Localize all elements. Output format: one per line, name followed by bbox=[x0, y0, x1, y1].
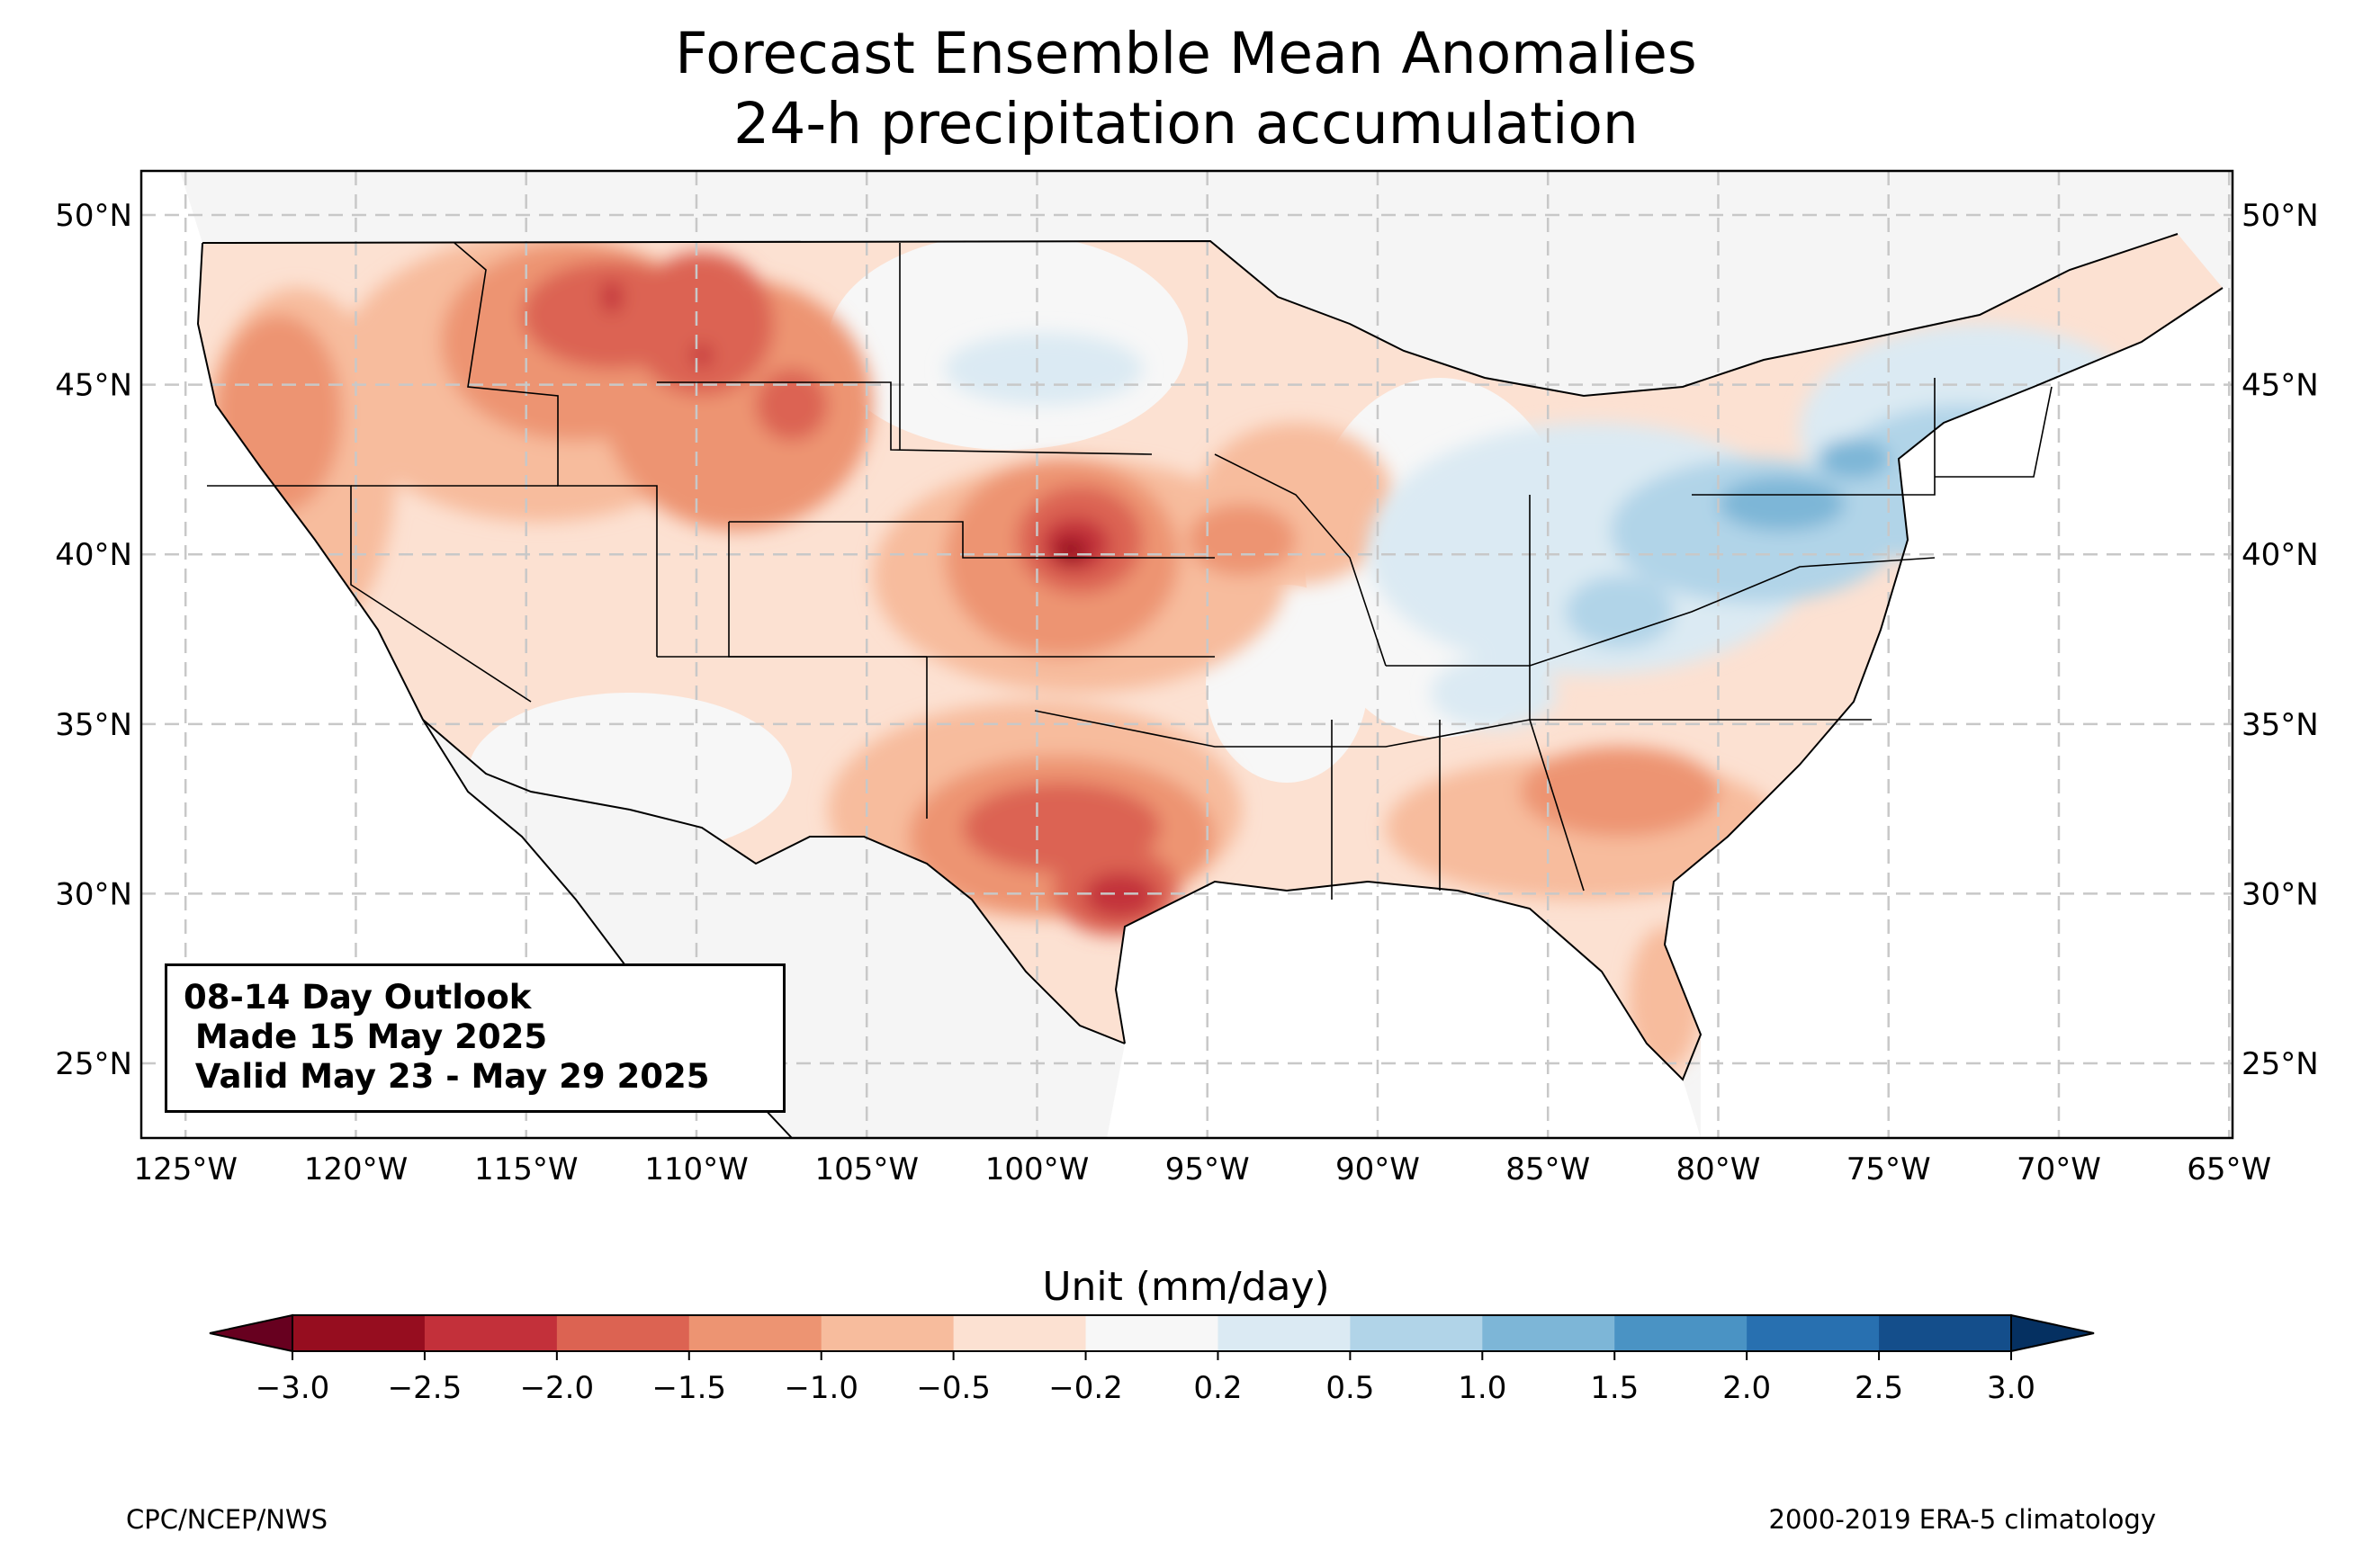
lon-tick-label: 105°W bbox=[814, 1151, 919, 1187]
colorbar-segment bbox=[1085, 1315, 1218, 1351]
colorbar-segment bbox=[1217, 1315, 1351, 1351]
colorbar-tick-label: 3.0 bbox=[1987, 1370, 2035, 1406]
lat-tick-label: 25°N bbox=[55, 1046, 132, 1082]
lat-tick-label: 45°N bbox=[2242, 368, 2319, 404]
latitude-labels-right: 25°N 30°N 35°N 40°N 45°N 50°N bbox=[2242, 198, 2319, 1082]
footer-climatology: 2000-2019 ERA-5 climatology bbox=[1768, 1504, 2156, 1535]
canada-land bbox=[141, 171, 2233, 396]
lon-tick-label: 110°W bbox=[644, 1151, 749, 1187]
latitude-labels-left: 25°N 30°N 35°N 40°N 45°N 50°N bbox=[55, 198, 132, 1082]
lat-tick-label: 50°N bbox=[55, 198, 132, 234]
lon-tick-label: 95°W bbox=[1165, 1151, 1250, 1187]
lon-tick-label: 125°W bbox=[133, 1151, 238, 1187]
colorbar-tick-label: −1.5 bbox=[651, 1370, 726, 1406]
colorbar-extend-low bbox=[209, 1313, 293, 1353]
colorbar-segment bbox=[1747, 1315, 1880, 1351]
lat-tick-label: 30°N bbox=[55, 876, 132, 912]
colorbar-segment bbox=[1350, 1315, 1483, 1351]
colorbar-frame bbox=[292, 1314, 2012, 1352]
map-subtitle: 24-h precipitation accumulation bbox=[733, 91, 1639, 157]
lat-tick-label: 45°N bbox=[55, 368, 132, 404]
lon-tick-label: 80°W bbox=[1676, 1151, 1761, 1187]
colorbar-segment bbox=[424, 1315, 558, 1351]
colorbar-segment bbox=[292, 1315, 426, 1351]
colorbar-tick-labels: −3.0 −2.5 −2.0 −1.5 −1.0 −0.5 −0.2 0.2 0.5 1.0 1.5… bbox=[256, 1351, 2035, 1406]
outlook-valid-range: Valid May 23 - May 29 2025 bbox=[184, 1057, 710, 1096]
map-frame bbox=[139, 169, 2234, 1140]
colorbar-extend-high bbox=[2010, 1313, 2095, 1353]
lat-tick-label: 35°N bbox=[55, 707, 132, 743]
colorbar-segment bbox=[953, 1315, 1087, 1351]
colorbar-segment bbox=[1482, 1315, 1615, 1351]
longitude-labels: 125°W 120°W 115°W 110°W 105°W 100°W 95°W 90°W 85… bbox=[133, 1151, 2271, 1187]
lon-tick-label: 70°W bbox=[2017, 1151, 2101, 1187]
colorbar-tick-label: 2.0 bbox=[1722, 1370, 1771, 1406]
gulf-of-mexico bbox=[1107, 882, 1701, 1138]
colorbar-segment bbox=[556, 1315, 690, 1351]
colorbar-segment bbox=[688, 1315, 822, 1351]
anomaly-field bbox=[141, 171, 2233, 1138]
outlook-info-box: 08-14 Day Outlook Made 15 May 2025 Valid… bbox=[165, 963, 786, 1113]
colorbar-segment bbox=[821, 1315, 955, 1351]
colorbar-tick-label: −1.0 bbox=[784, 1370, 858, 1406]
lat-tick-label: 40°N bbox=[2242, 537, 2319, 573]
lon-tick-label: 65°W bbox=[2187, 1151, 2271, 1187]
lon-tick-label: 100°W bbox=[985, 1151, 1090, 1187]
outlook-made-date: Made 15 May 2025 bbox=[184, 1017, 548, 1056]
colorbar-tick-label: 1.5 bbox=[1590, 1370, 1639, 1406]
lat-tick-label: 40°N bbox=[55, 537, 132, 573]
colorbar-tick-label: 2.5 bbox=[1855, 1370, 1903, 1406]
lat-tick-label: 25°N bbox=[2242, 1046, 2319, 1082]
footer-source: CPC/NCEP/NWS bbox=[126, 1504, 328, 1535]
colorbar-tick-label: 1.0 bbox=[1458, 1370, 1506, 1406]
lon-tick-label: 115°W bbox=[474, 1151, 579, 1187]
lon-tick-label: 85°W bbox=[1505, 1151, 1590, 1187]
outlook-period: 08-14 Day Outlook bbox=[184, 978, 532, 1017]
lon-tick-label: 75°W bbox=[1846, 1151, 1931, 1187]
colorbar-tick-label: 0.5 bbox=[1325, 1370, 1374, 1406]
colorbar bbox=[209, 1313, 2095, 1353]
lon-tick-label: 90°W bbox=[1335, 1151, 1420, 1187]
colorbar-tick-label: −0.2 bbox=[1048, 1370, 1123, 1406]
colorbar-tick-label: −2.5 bbox=[388, 1370, 463, 1406]
pacific-ocean bbox=[141, 171, 792, 1138]
lat-tick-label: 35°N bbox=[2242, 707, 2319, 743]
colorbar-title: Unit (mm/day) bbox=[1042, 1264, 1330, 1310]
colorbar-segment bbox=[1879, 1315, 2012, 1351]
atlantic-ocean bbox=[1665, 288, 2233, 1138]
colorbar-tick-label: −2.0 bbox=[520, 1370, 595, 1406]
state-borders bbox=[207, 242, 2053, 900]
colorbar-tick-label: 0.2 bbox=[1193, 1370, 1242, 1406]
colorbar-segment bbox=[1614, 1315, 1748, 1351]
lat-tick-label: 50°N bbox=[2242, 198, 2319, 234]
map-title: Forecast Ensemble Mean Anomalies bbox=[675, 21, 1697, 86]
lon-tick-label: 120°W bbox=[304, 1151, 409, 1187]
mexico-land bbox=[423, 720, 1125, 1138]
lat-tick-label: 30°N bbox=[2242, 876, 2319, 912]
colorbar-tick-label: −3.0 bbox=[256, 1370, 330, 1406]
colorbar-tick-label: −0.5 bbox=[916, 1370, 991, 1406]
